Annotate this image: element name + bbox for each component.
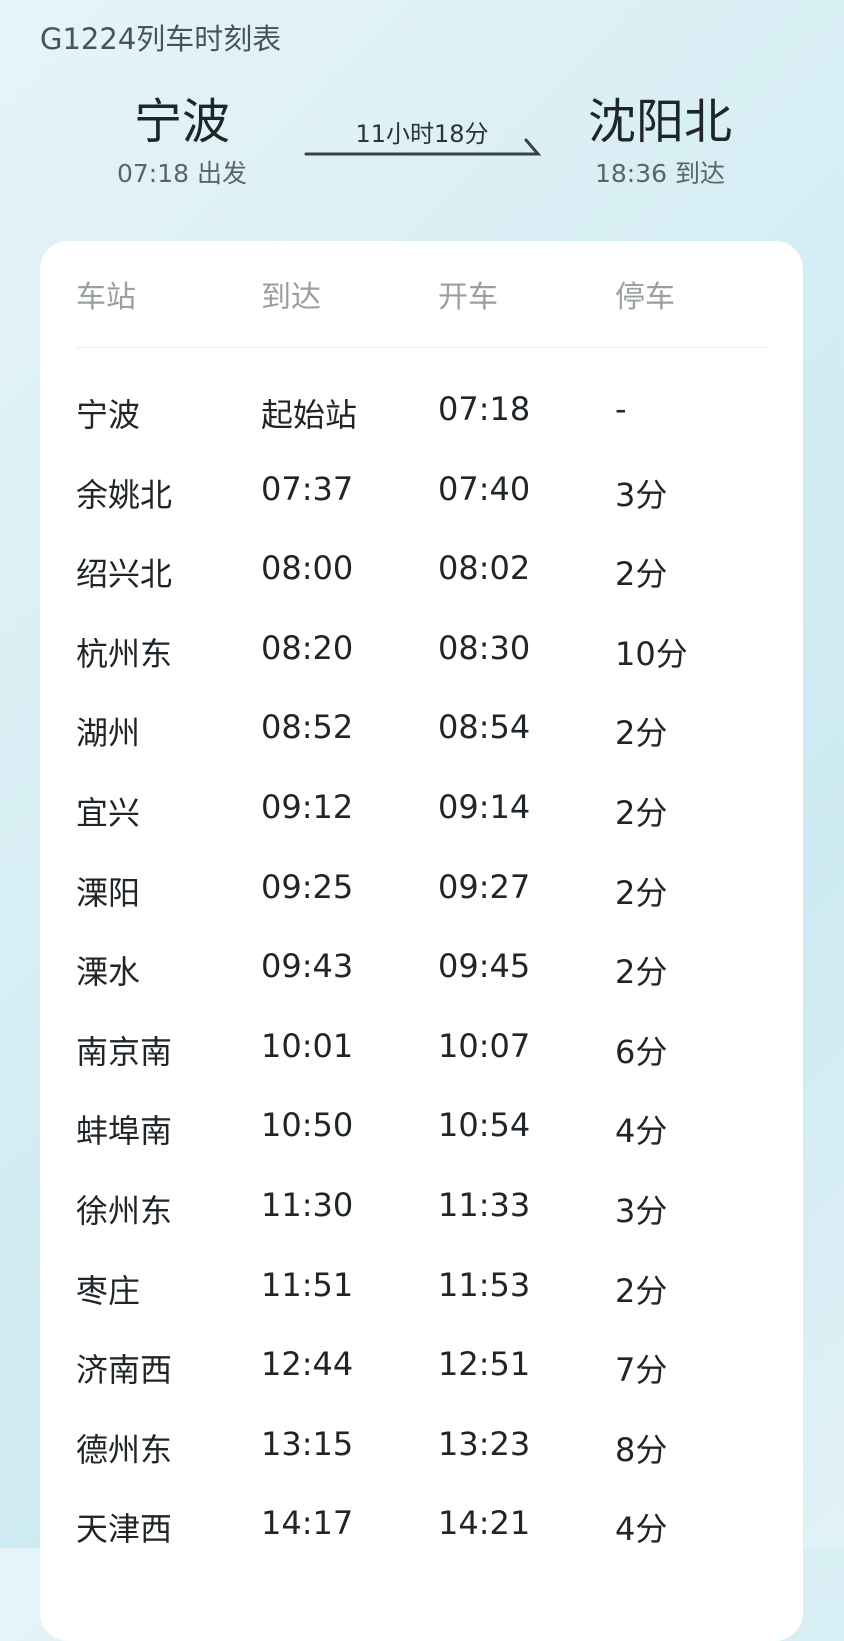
cell-stop: 7分 <box>615 1351 668 1390</box>
cell-stop: 8分 <box>615 1430 668 1469</box>
cell-arrival: 12:44 <box>261 1345 354 1384</box>
cell-departure: 13:23 <box>438 1424 531 1463</box>
cell-stop: 10分 <box>615 634 688 673</box>
header-station: 车站 <box>76 280 136 315</box>
arrival-station: 沈阳北 18:36 到达 <box>530 92 790 190</box>
cell-stop: 6分 <box>615 1032 668 1071</box>
cell-arrival: 09:43 <box>261 947 354 986</box>
cell-stop: 2分 <box>615 555 668 594</box>
cell-arrival: 09:12 <box>261 788 354 826</box>
table-row: 宜兴 09:12 09:14 2分 <box>0 768 844 848</box>
cell-departure: 08:30 <box>438 628 531 667</box>
cell-station: 绍兴北 <box>76 555 173 594</box>
cell-station: 济南西 <box>76 1351 173 1390</box>
table-row: 绍兴北 08:00 08:02 2分 <box>0 529 844 609</box>
table-row: 宁波 起始站 07:18 - <box>0 370 844 450</box>
cell-departure: 09:45 <box>438 947 531 986</box>
cell-arrival: 10:01 <box>261 1026 354 1065</box>
cell-stop: 4分 <box>615 1112 668 1151</box>
table-row: 德州东 13:15 13:23 8分 <box>0 1405 844 1485</box>
cell-station: 徐州东 <box>76 1192 173 1230</box>
cell-arrival: 11:51 <box>261 1265 354 1304</box>
table-row: 天津西 14:17 14:21 4分 <box>0 1484 844 1564</box>
cell-stop: 2分 <box>615 794 668 832</box>
cell-departure: 12:51 <box>438 1345 531 1384</box>
table-row: 蚌埠南 10:50 10:54 4分 <box>0 1086 844 1166</box>
cell-stop: - <box>615 390 627 428</box>
cell-departure: 09:27 <box>438 867 531 906</box>
cell-stop: 2分 <box>615 873 668 912</box>
cell-station: 南京南 <box>76 1032 173 1071</box>
cell-arrival: 14:17 <box>261 1504 354 1543</box>
cell-arrival: 08:52 <box>261 708 354 747</box>
cell-departure: 10:54 <box>438 1106 531 1145</box>
cell-station: 溧阳 <box>76 873 141 912</box>
cell-arrival: 起始站 <box>261 396 358 434</box>
table-row: 溧阳 09:25 09:27 2分 <box>0 848 844 928</box>
header-stop: 停车 <box>615 280 675 315</box>
header-departure: 开车 <box>438 280 498 315</box>
table-row: 湖州 08:52 08:54 2分 <box>0 688 844 768</box>
timetable-card <box>40 241 803 1641</box>
cell-arrival: 10:50 <box>261 1106 354 1145</box>
cell-station: 蚌埠南 <box>76 1112 173 1151</box>
cell-stop: 2分 <box>615 1271 668 1310</box>
cell-stop: 4分 <box>615 1510 668 1549</box>
arrival-station-name: 沈阳北 <box>587 94 732 150</box>
arrival-time: 18:36 到达 <box>595 159 725 188</box>
cell-departure: 09:14 <box>438 788 531 826</box>
page-title: G1224列车时刻表 <box>40 22 282 56</box>
departure-station: 宁波 07:18 出发 <box>52 92 312 190</box>
cell-departure: 08:54 <box>438 708 531 747</box>
cell-departure: 11:53 <box>438 1265 531 1304</box>
cell-departure: 07:18 <box>438 390 531 428</box>
cell-stop: 2分 <box>615 953 668 992</box>
cell-station: 宜兴 <box>76 794 141 832</box>
cell-stop: 3分 <box>615 1192 668 1230</box>
cell-departure: 14:21 <box>438 1504 531 1543</box>
cell-arrival: 07:37 <box>261 469 354 508</box>
header-arrival: 到达 <box>261 280 321 315</box>
cell-station: 天津西 <box>76 1510 173 1549</box>
cell-station: 湖州 <box>76 714 141 753</box>
cell-stop: 3分 <box>615 475 668 514</box>
departure-station-name: 宁波 <box>133 94 230 150</box>
table-row: 溧水 09:43 09:45 2分 <box>0 927 844 1007</box>
cell-departure: 10:07 <box>438 1026 531 1065</box>
cell-arrival: 13:15 <box>261 1424 354 1463</box>
trip-duration: 11小时18分 <box>355 120 489 148</box>
cell-station: 德州东 <box>76 1430 173 1469</box>
departure-time: 07:18 出发 <box>117 159 247 188</box>
cell-stop: 2分 <box>615 714 668 753</box>
cell-station: 枣庄 <box>76 1271 141 1310</box>
cell-arrival: 09:25 <box>261 867 354 906</box>
arrow-right-icon <box>304 138 542 156</box>
table-row: 余姚北 07:37 07:40 3分 <box>0 450 844 530</box>
table-row: 济南西 12:44 12:51 7分 <box>0 1325 844 1405</box>
cell-station: 杭州东 <box>76 634 173 673</box>
table-row: 杭州东 08:20 08:30 10分 <box>0 609 844 689</box>
header-divider <box>76 347 768 348</box>
cell-departure: 08:02 <box>438 549 531 588</box>
cell-station: 余姚北 <box>76 475 173 514</box>
cell-departure: 07:40 <box>438 469 531 508</box>
cell-departure: 11:33 <box>438 1186 531 1224</box>
table-row: 枣庄 11:51 11:53 2分 <box>0 1246 844 1326</box>
table-row: 徐州东 11:30 11:33 3分 <box>0 1166 844 1246</box>
cell-arrival: 08:20 <box>261 628 354 667</box>
table-row: 南京南 10:01 10:07 6分 <box>0 1007 844 1087</box>
cell-arrival: 11:30 <box>261 1186 354 1224</box>
cell-arrival: 08:00 <box>261 549 354 588</box>
cell-station: 宁波 <box>76 396 141 434</box>
cell-station: 溧水 <box>76 953 141 992</box>
